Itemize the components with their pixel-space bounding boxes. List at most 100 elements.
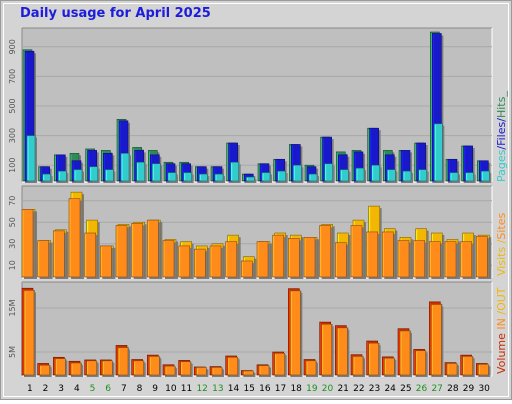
day-label: 3	[58, 384, 64, 394]
bottom-tick-label: 5M	[8, 346, 17, 358]
middle-panel-label: Visits /Sites	[495, 213, 508, 276]
top-tick-label: 700	[8, 69, 17, 84]
bar-sites	[115, 225, 128, 278]
bar-in	[337, 327, 348, 376]
bar-sites	[444, 241, 457, 278]
label-part: IN	[495, 314, 508, 334]
bar-in	[321, 323, 332, 376]
bar-pages	[73, 169, 83, 182]
top-tick-label: 500	[8, 98, 17, 113]
label-part: Sites	[495, 212, 508, 240]
bar-sites	[382, 231, 394, 278]
day-label: 7	[121, 384, 127, 394]
bar-pages	[246, 176, 255, 182]
bar-in	[133, 360, 144, 376]
bar-pages	[26, 135, 36, 182]
day-label: 18	[290, 384, 302, 394]
bar-in	[23, 290, 35, 376]
label-part: Visits	[495, 246, 508, 276]
bar-in	[368, 342, 379, 376]
label-part: Files	[495, 121, 508, 146]
bar-sites	[272, 234, 284, 278]
bar-pages	[481, 170, 490, 182]
top-tick-label: 300	[8, 128, 17, 143]
middle-tick-label: 50	[8, 217, 17, 227]
bar-pages	[277, 170, 286, 182]
bar-sites	[131, 223, 143, 278]
label-part: Volume	[495, 333, 508, 374]
bar-in	[462, 356, 473, 376]
day-label: 12	[196, 384, 207, 394]
bar-in	[415, 350, 426, 376]
bar-in	[305, 360, 317, 376]
bar-pages	[402, 170, 412, 182]
bar-pages	[449, 172, 459, 182]
bar-pages	[230, 161, 239, 182]
bar-pages	[261, 172, 271, 182]
day-label: 27	[431, 384, 442, 394]
bar-in	[164, 365, 176, 376]
bar-pages	[183, 172, 192, 182]
bar-pages	[465, 172, 474, 182]
bar-in	[70, 362, 82, 376]
top-tick-label: 100	[8, 158, 17, 173]
bar-pages	[89, 166, 98, 182]
bar-in	[117, 347, 129, 376]
bar-sites	[397, 240, 410, 278]
bar-pages	[434, 123, 443, 182]
day-label: 5	[90, 384, 96, 394]
bar-pages	[42, 173, 51, 182]
day-label: 13	[212, 384, 223, 394]
bar-pages	[136, 161, 145, 182]
bar-pages	[199, 173, 208, 182]
bar-in	[431, 304, 442, 376]
day-label: 28	[447, 384, 459, 394]
label-part: /	[495, 239, 508, 247]
bar-sites	[476, 235, 488, 278]
bar-in	[446, 363, 458, 376]
day-label: 24	[384, 384, 396, 394]
day-label: 2	[43, 384, 49, 394]
day-label: 25	[400, 384, 411, 394]
bar-sites	[37, 240, 49, 278]
bar-sites	[303, 237, 316, 278]
label-part: /	[495, 118, 508, 122]
bar-pages	[105, 169, 114, 182]
bar-pages	[58, 170, 67, 182]
day-label: 9	[152, 384, 158, 394]
middle-tick-label: 70	[8, 196, 17, 206]
day-label: 30	[478, 384, 490, 394]
bar-pages	[355, 167, 365, 182]
bar-sites	[194, 248, 206, 278]
bar-in	[86, 360, 97, 376]
day-label: 21	[337, 384, 348, 394]
middle-tick-label: 10	[8, 260, 17, 270]
bar-in	[258, 365, 270, 376]
bar-pages	[293, 164, 302, 182]
day-label: 11	[181, 384, 192, 394]
day-label: 23	[369, 384, 380, 394]
outer-bevel	[3, 3, 509, 397]
bar-in	[290, 290, 301, 376]
day-label: 29	[463, 384, 475, 394]
day-label: 1	[27, 384, 33, 394]
bar-pages	[371, 164, 380, 182]
bar-sites	[162, 240, 175, 278]
bar-in	[39, 364, 50, 376]
bar-sites	[319, 225, 331, 278]
label-part: Hits_	[495, 91, 508, 119]
bar-in	[196, 367, 207, 376]
bottom-panel-label: Volume IN /OUT	[495, 287, 508, 374]
bar-sites	[350, 225, 363, 278]
day-label: 10	[165, 384, 177, 394]
day-label: 15	[243, 384, 254, 394]
bar-in	[227, 356, 238, 376]
label-part: Pages	[495, 149, 508, 182]
bar-sites	[241, 260, 253, 278]
bar-pages	[324, 163, 333, 182]
day-label: 4	[74, 384, 80, 394]
bar-sites	[178, 245, 190, 278]
bar-sites	[209, 245, 222, 278]
day-label: 19	[306, 384, 318, 394]
